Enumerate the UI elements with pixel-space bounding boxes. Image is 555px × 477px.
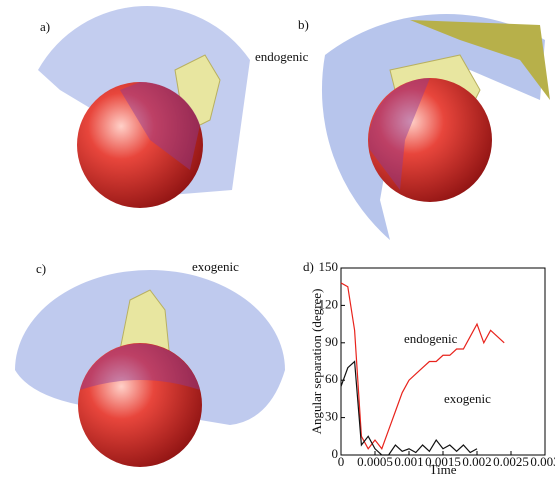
render-a: [38, 6, 250, 208]
series-line: [341, 283, 504, 449]
x-tick-label: 0.0025: [493, 454, 529, 469]
panel-label: a): [40, 19, 50, 34]
series-line: [341, 362, 477, 456]
panel-label: d): [303, 259, 314, 274]
panel-label: b): [298, 17, 309, 32]
render-b: [322, 14, 550, 240]
render-c: [15, 270, 285, 467]
series-label: exogenic: [444, 391, 491, 406]
series-label: endogenic: [404, 331, 458, 346]
x-tick-label: 0: [338, 454, 345, 469]
y-tick-label: 90: [325, 334, 338, 349]
panel-label: c): [36, 261, 46, 276]
y-axis-label: Angular separation (degree): [309, 289, 324, 435]
x-tick-label: 0.0005: [357, 454, 393, 469]
x-tick-label: 0.002: [462, 454, 491, 469]
figure: a) b) endogenic c) exogenic d) 030609012…: [0, 0, 555, 477]
plot-frame: [341, 268, 545, 455]
x-tick-label: 0.003: [530, 454, 555, 469]
x-tick-label: 0.001: [394, 454, 423, 469]
y-tick-label: 150: [319, 259, 339, 274]
y-tick-label: 60: [325, 371, 338, 386]
y-tick-label: 30: [325, 409, 338, 424]
annotation: endogenic: [255, 49, 309, 64]
annotation: exogenic: [192, 259, 239, 274]
x-axis-label: Time: [430, 462, 457, 477]
